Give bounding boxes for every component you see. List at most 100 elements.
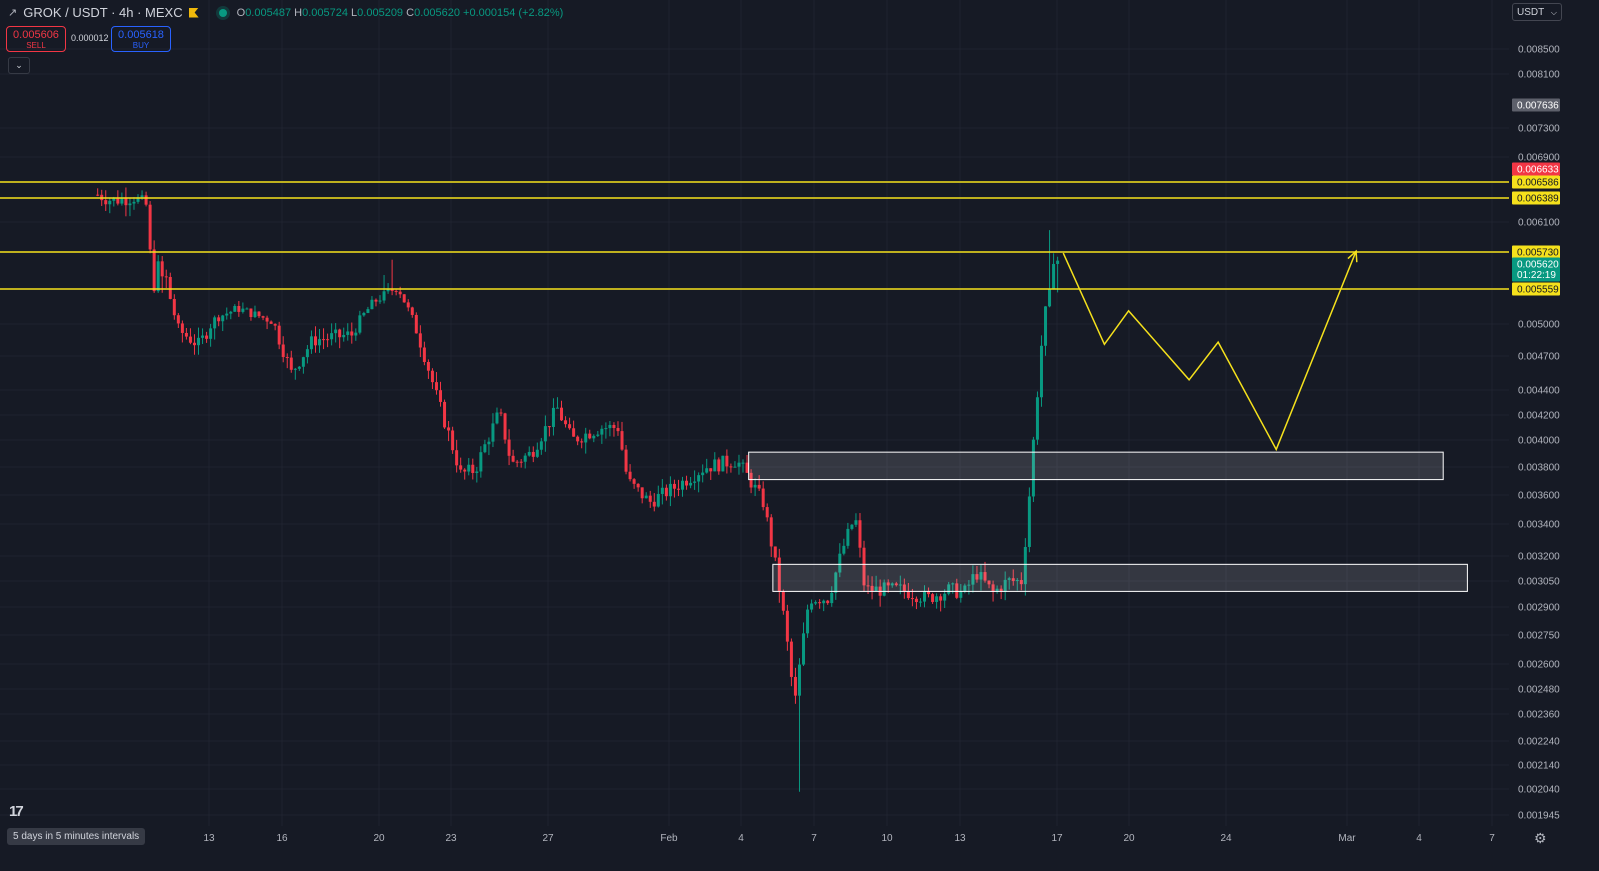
candle — [233, 304, 237, 312]
candle-body — [410, 307, 414, 315]
candle-body — [806, 609, 810, 634]
tradingview-logo-icon: 17 — [9, 803, 24, 820]
candle — [1048, 230, 1052, 308]
candle-body — [209, 328, 213, 339]
candle — [584, 427, 588, 454]
candle — [705, 458, 709, 474]
candle-body — [580, 441, 584, 443]
candle — [818, 599, 822, 609]
candle — [132, 197, 136, 210]
price-tag: 0.006633 — [1512, 162, 1560, 176]
candle — [572, 420, 576, 437]
candle-body — [471, 464, 475, 474]
candle — [499, 408, 503, 417]
x-tick-label: Mar — [1338, 833, 1356, 844]
candle — [539, 437, 543, 455]
price-tag-bg — [1512, 282, 1560, 296]
flag-icon[interactable] — [188, 7, 199, 18]
candle-body — [963, 585, 967, 592]
sell-button[interactable]: 0.005606 SELL — [6, 26, 66, 52]
candle — [507, 429, 511, 466]
candle-body — [507, 439, 511, 456]
price-tag-label: 0.006633 — [1517, 165, 1559, 176]
candle — [971, 565, 975, 593]
candle — [882, 579, 886, 597]
candle — [201, 328, 205, 345]
candle-body — [588, 433, 592, 439]
candle — [225, 307, 229, 320]
candle — [213, 315, 217, 340]
candle-body — [918, 601, 922, 603]
candle-body — [870, 585, 874, 592]
buy-button[interactable]: 0.005618 BUY — [111, 26, 171, 52]
candle-body — [854, 520, 858, 525]
candle-body — [116, 197, 120, 204]
candle-body — [656, 493, 660, 507]
candle — [326, 333, 330, 348]
candle-body — [967, 584, 971, 586]
candle-body — [995, 588, 999, 592]
candle-body — [858, 520, 862, 548]
gear-icon[interactable]: ⚙ — [1534, 830, 1547, 846]
candle — [632, 478, 636, 489]
candle — [975, 565, 979, 583]
candle — [406, 299, 410, 312]
candle-body — [701, 472, 705, 476]
y-tick-label: 0.002900 — [1518, 603, 1560, 614]
candle-body — [499, 412, 503, 414]
symbol-icon: ↗ — [8, 7, 18, 19]
price-tag: 0.007636 — [1512, 98, 1560, 112]
candle-body — [842, 545, 846, 554]
candle — [394, 289, 398, 296]
candle — [531, 446, 535, 463]
candle — [467, 458, 471, 476]
candle-body — [374, 299, 378, 302]
candle — [592, 434, 596, 443]
candle-body — [322, 339, 326, 341]
candle-body — [822, 600, 826, 604]
candle-body — [862, 547, 866, 586]
candle-body — [777, 557, 781, 592]
candle — [939, 593, 943, 612]
candle — [430, 368, 434, 390]
candle — [551, 398, 555, 436]
candle — [733, 461, 737, 468]
candle-body — [975, 574, 979, 580]
candle — [814, 600, 818, 606]
candle-body — [943, 593, 947, 601]
symbol-title[interactable]: GROK / USDT · 4h · MEXC — [23, 5, 183, 20]
y-tick-label: 0.004700 — [1518, 352, 1560, 363]
chevron-down-icon[interactable]: ⌄ — [8, 57, 30, 74]
candle-body — [1023, 546, 1027, 585]
candle — [580, 438, 584, 449]
candle — [1052, 253, 1056, 290]
candle — [362, 311, 366, 317]
x-tick-label: 24 — [1220, 833, 1232, 844]
candle-body — [475, 471, 479, 474]
candle-body — [414, 314, 418, 334]
candle-body — [705, 468, 709, 473]
interval-badge: 5 days in 5 minutes intervals — [7, 828, 146, 845]
candle-body — [269, 321, 273, 324]
candle — [927, 587, 931, 598]
candle — [608, 421, 612, 437]
candle-body — [902, 584, 906, 592]
candle — [596, 430, 600, 437]
candle-body — [551, 407, 555, 427]
candle-body — [128, 203, 132, 206]
candle-body — [285, 357, 289, 359]
candle — [1019, 572, 1023, 591]
candle-body — [451, 430, 455, 451]
candle — [378, 295, 382, 304]
candle — [753, 478, 757, 497]
currency-select[interactable]: USDT ⌵ — [1512, 3, 1562, 21]
projection-arrow-head — [1347, 249, 1358, 263]
candle — [918, 598, 922, 607]
candle-body — [422, 347, 426, 362]
candle — [685, 475, 689, 490]
y-tick-label: 0.006900 — [1518, 153, 1560, 164]
candle-body — [923, 591, 927, 602]
candle-body — [213, 317, 217, 329]
candle — [616, 421, 620, 436]
